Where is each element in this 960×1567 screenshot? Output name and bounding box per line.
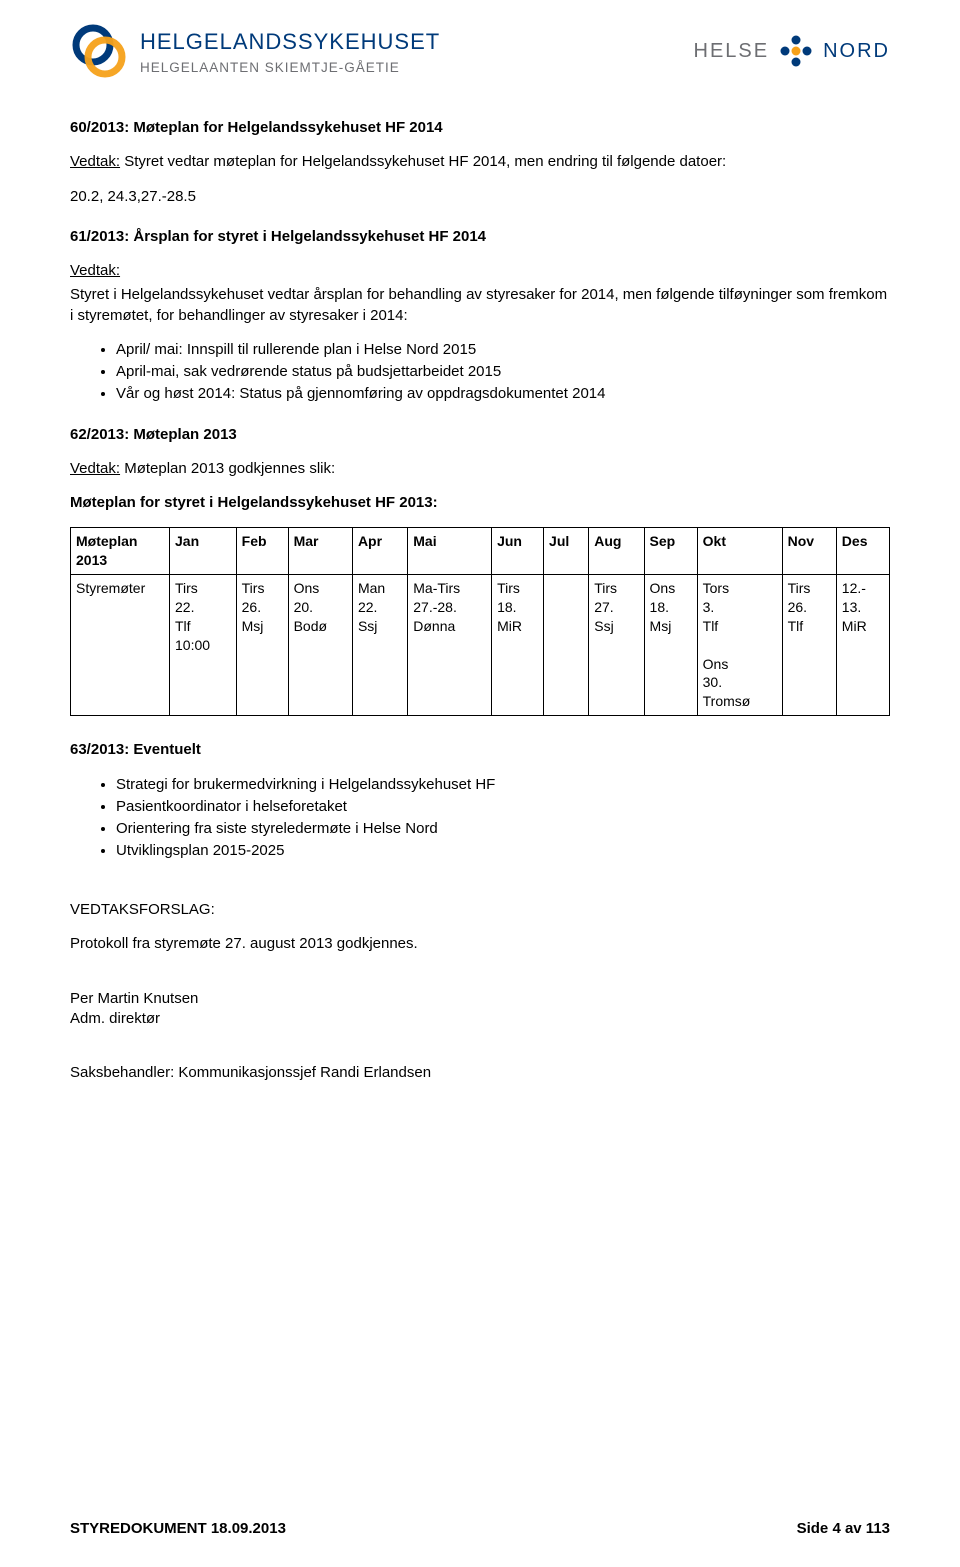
table-cell: Tirs26.Tlf: [782, 575, 836, 716]
table-cell: Ma-Tirs27.-28.Dønna: [408, 575, 492, 716]
col-header: Apr: [352, 528, 407, 575]
table-cell: Ons20.Bodø: [288, 575, 352, 716]
table-corner-cell: Møteplan 2013: [71, 528, 170, 575]
col-header: Des: [836, 528, 889, 575]
s61-title: 61/2013: Årsplan for styret i Helgelands…: [70, 227, 890, 247]
s62-line1-rest: Møteplan 2013 godkjennes slik:: [120, 460, 335, 477]
col-header: Jan: [170, 528, 237, 575]
table-cell: Tirs18.MiR: [492, 575, 544, 716]
s63-title: 63/2013: Eventuelt: [70, 740, 890, 760]
table-cell: Tirs22.Tlf10:00: [170, 575, 237, 716]
table-cell: Man22.Ssj: [352, 575, 407, 716]
sign-name: Per Martin Knutsen: [70, 989, 890, 1009]
table-header-row: Møteplan 2013 Jan Feb Mar Apr Mai Jun Ju…: [71, 528, 890, 575]
col-header: Aug: [589, 528, 644, 575]
org-title: HELGELANDSSYKEHUSET: [140, 27, 440, 57]
list-item: Strategi for brukermedvirkning i Helgela…: [116, 775, 890, 795]
vedtak-label: Vedtak:: [70, 262, 120, 279]
org-subtitle: HELGELAANTEN SKIEMTJE-GÅETIE: [140, 59, 440, 77]
table-cell: 12.-13.MiR: [836, 575, 889, 716]
s62-title: 62/2013: Møteplan 2013: [70, 425, 890, 445]
s62-line1: Vedtak: Møteplan 2013 godkjennes slik:: [70, 459, 890, 479]
list-item: Orientering fra siste styreledermøte i H…: [116, 819, 890, 839]
table-cell: [544, 575, 589, 716]
col-header: Mai: [408, 528, 492, 575]
right-logo-block: HELSE NORD: [694, 34, 890, 68]
table-cell: Tirs27.Ssj: [589, 575, 644, 716]
vedtaksforslag-text: Protokoll fra styremøte 27. august 2013 …: [70, 934, 890, 954]
left-logo-block: HELGELANDSSYKEHUSET HELGELAANTEN SKIEMTJ…: [70, 24, 440, 80]
col-header: Nov: [782, 528, 836, 575]
table-cell: Ons18.Msj: [644, 575, 697, 716]
rings-logo-icon: [70, 24, 130, 80]
saksbehandler: Saksbehandler: Kommunikasjonssjef Randi …: [70, 1063, 890, 1083]
s60-line2: 20.2, 24.3,27.-28.5: [70, 187, 890, 207]
col-header: Sep: [644, 528, 697, 575]
left-logo-text: HELGELANDSSYKEHUSET HELGELAANTEN SKIEMTJ…: [140, 27, 440, 77]
page-footer: STYREDOKUMENT 18.09.2013 Side 4 av 113: [70, 1519, 890, 1539]
list-item: April-mai, sak vedrørende status på buds…: [116, 362, 890, 382]
col-header: Jun: [492, 528, 544, 575]
header: HELGELANDSSYKEHUSET HELGELAANTEN SKIEMTJ…: [70, 24, 890, 80]
page: HELGELANDSSYKEHUSET HELGELAANTEN SKIEMTJ…: [0, 0, 960, 1567]
s62-subtitle: Møteplan for styret i Helgelandssykehuse…: [70, 493, 890, 513]
footer-left: STYREDOKUMENT 18.09.2013: [70, 1519, 286, 1539]
dots-cross-icon: [777, 34, 815, 68]
sign-role: Adm. direktør: [70, 1009, 890, 1029]
helse-label: HELSE: [694, 38, 770, 65]
table-cell: Tirs26.Msj: [236, 575, 288, 716]
s60-title: 60/2013: Møteplan for Helgelandssykehuse…: [70, 118, 890, 138]
vedtak-label: Vedtak:: [70, 153, 120, 170]
vedtak-label: Vedtak:: [70, 460, 120, 477]
vedtaksforslag-label: VEDTAKSFORSLAG:: [70, 900, 890, 920]
s61-vedtak-label: Vedtak:: [70, 261, 890, 281]
s60-line1-rest: Styret vedtar møteplan for Helgelandssyk…: [120, 153, 726, 170]
table-row: Styremøter Tirs22.Tlf10:00 Tirs26.Msj On…: [71, 575, 890, 716]
table-cell: Tors3.Tlf Ons30.Tromsø: [697, 575, 782, 716]
footer-right: Side 4 av 113: [797, 1519, 890, 1539]
s63-bullets: Strategi for brukermedvirkning i Helgela…: [70, 775, 890, 862]
nord-label: NORD: [823, 38, 890, 65]
s61-bullets: April/ mai: Innspill til rullerende plan…: [70, 340, 890, 405]
col-header: Mar: [288, 528, 352, 575]
moteplan-table: Møteplan 2013 Jan Feb Mar Apr Mai Jun Ju…: [70, 527, 890, 716]
col-header: Jul: [544, 528, 589, 575]
col-header: Feb: [236, 528, 288, 575]
row-label: Styremøter: [71, 575, 170, 716]
list-item: Vår og høst 2014: Status på gjennomførin…: [116, 384, 890, 404]
col-header: Okt: [697, 528, 782, 575]
s60-line1: Vedtak: Styret vedtar møteplan for Helge…: [70, 152, 890, 172]
list-item: Pasientkoordinator i helseforetaket: [116, 797, 890, 817]
s61-vedtak-text: Styret i Helgelandssykehuset vedtar årsp…: [70, 285, 890, 326]
list-item: Utviklingsplan 2015-2025: [116, 841, 890, 861]
list-item: April/ mai: Innspill til rullerende plan…: [116, 340, 890, 360]
